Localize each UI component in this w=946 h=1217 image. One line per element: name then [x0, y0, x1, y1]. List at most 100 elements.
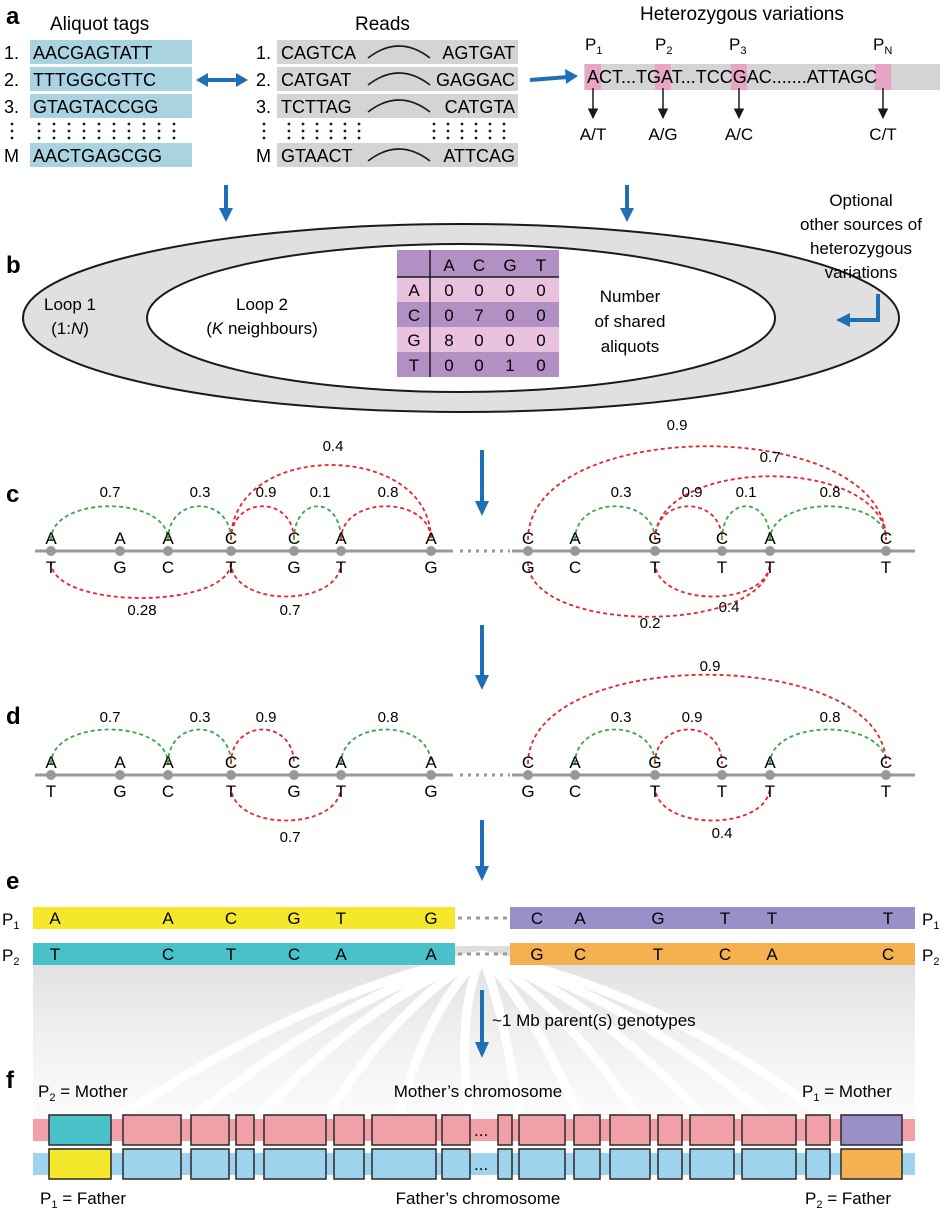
- optional-line-4: variations: [825, 263, 898, 282]
- d-snp-points: [46, 770, 891, 780]
- het-p1-highlight: [585, 64, 601, 90]
- p1-father-label: P1 = Father: [40, 1189, 126, 1211]
- read-3-right: CATGTA: [445, 97, 515, 117]
- d-left-bottom-bases: T G C T G T G: [46, 782, 438, 801]
- allele-p2: A/G: [648, 125, 677, 144]
- base: G: [287, 558, 300, 577]
- panel-b: b Loop 1 (1:N) Loop 2 (K neighbours) A C…: [6, 191, 922, 516]
- b-to-c-arrow: [475, 450, 489, 516]
- base: A: [425, 529, 437, 548]
- shared-line-1: Number: [600, 287, 661, 306]
- weight: 0.8: [820, 484, 841, 501]
- het-p2-highlight: [655, 64, 671, 90]
- d-right-bottom-bases: G C T T T T: [521, 782, 891, 801]
- base: T: [226, 945, 236, 964]
- base: T: [650, 558, 660, 577]
- father-ellipsis: ...: [474, 1155, 488, 1174]
- tag-3-seq: GTAGTACCGG: [33, 97, 158, 117]
- p2-left-bases: T C T C A A: [50, 945, 438, 964]
- base: T: [883, 909, 893, 928]
- table-col-g: G: [503, 256, 516, 275]
- base: A: [114, 753, 126, 772]
- weight: 0.3: [611, 484, 632, 501]
- table-cell: 8: [444, 331, 453, 350]
- panel-e: e P1 P2 P1: [2, 868, 939, 1125]
- base: A: [49, 909, 61, 928]
- weight: 0.8: [378, 709, 399, 726]
- read-m-index: M: [256, 146, 271, 166]
- p2-right-bases: G C T C A C: [530, 945, 894, 964]
- e-to-f-arrow: [475, 990, 489, 1058]
- base: G: [424, 909, 437, 928]
- base: G: [521, 558, 534, 577]
- weight: 0.3: [190, 709, 211, 726]
- base: A: [335, 529, 347, 548]
- base: G: [113, 782, 126, 801]
- read-1-right: AGTGAT: [442, 43, 515, 63]
- base: G: [521, 782, 534, 801]
- optional-line-1: Optional: [829, 191, 892, 210]
- e-p1-right-label: P1: [922, 910, 939, 932]
- panel-b-letter: b: [6, 252, 21, 279]
- d-arcs: [50, 673, 887, 822]
- panel-c: c A A: [6, 417, 915, 690]
- e-to-f-fan: [33, 946, 915, 1125]
- base: T: [650, 782, 660, 801]
- weight: 0.4: [323, 438, 344, 455]
- base: T: [336, 782, 346, 801]
- base: A: [162, 909, 174, 928]
- table-cell: 0: [536, 356, 545, 375]
- read-link-arcs: [367, 45, 431, 162]
- panel-d: d A A A C C A A T: [6, 658, 915, 881]
- base: A: [569, 753, 581, 772]
- p2-right-bar: [510, 943, 915, 965]
- weight: 0.8: [820, 709, 841, 726]
- weight: 0.28: [127, 602, 156, 619]
- panel-a-letter: a: [6, 3, 20, 30]
- mother-blocks: [48, 1114, 903, 1146]
- tag-1-index: 1.: [4, 43, 19, 63]
- tag-ellipsis-dots: [10, 122, 176, 140]
- base: T: [881, 558, 891, 577]
- allele-p1: A/T: [580, 125, 606, 144]
- p2-father-label: P2 = Father: [805, 1189, 891, 1211]
- e-p2-left-label: P2: [2, 946, 19, 968]
- table-col-a: A: [443, 256, 455, 275]
- read-m-box: [277, 143, 518, 167]
- tag-m-box: [30, 143, 192, 167]
- c-left-bottom-bases: T G C T G T G: [46, 558, 438, 577]
- tag-1-box: [30, 40, 192, 64]
- weight: 0.7: [100, 484, 121, 501]
- c-right-bottom-bases: G C T T T T: [521, 558, 891, 577]
- reads-het-arrow: [529, 69, 578, 84]
- panel-d-letter: d: [6, 703, 21, 730]
- tag-m-index: M: [4, 146, 19, 166]
- base: T: [50, 945, 60, 964]
- base: C: [225, 529, 237, 548]
- read-3-index: 3.: [256, 97, 271, 117]
- aliquot-tags-title: Aliquot tags: [50, 14, 149, 35]
- weight: 0.3: [611, 709, 632, 726]
- p1-left-bar: [33, 907, 455, 929]
- p1-right-bases: C A G T T T: [531, 909, 893, 928]
- table-cell: 0: [474, 281, 483, 300]
- tag-2-seq: TTTGGCGTTC: [33, 70, 156, 90]
- reads-title: Reads: [355, 14, 410, 35]
- base: G: [648, 753, 661, 772]
- tags-reads-double-arrow: [196, 73, 248, 87]
- d-right-top-bases: C A G C A C: [522, 753, 892, 772]
- read-2-left: CATGAT: [281, 70, 351, 90]
- base: T: [767, 909, 777, 928]
- het-p1-label: P1: [585, 35, 602, 57]
- weight: 0.8: [378, 484, 399, 501]
- panel-e-letter: e: [6, 868, 19, 895]
- table-col-c: C: [473, 256, 485, 275]
- het-variations: ACT...TGAT...TCCGAC.......ATTAGC P1 P2 P…: [580, 35, 940, 144]
- het-p2-label: P2: [655, 35, 672, 57]
- read-m-right: ATTCAG: [443, 146, 515, 166]
- panel-f: f P2 = Mother P1 = Mother Mother’s chrom…: [6, 1067, 915, 1211]
- base: T: [765, 558, 775, 577]
- p1-mother-label: P1 = Mother: [802, 1082, 892, 1104]
- base: C: [880, 753, 892, 772]
